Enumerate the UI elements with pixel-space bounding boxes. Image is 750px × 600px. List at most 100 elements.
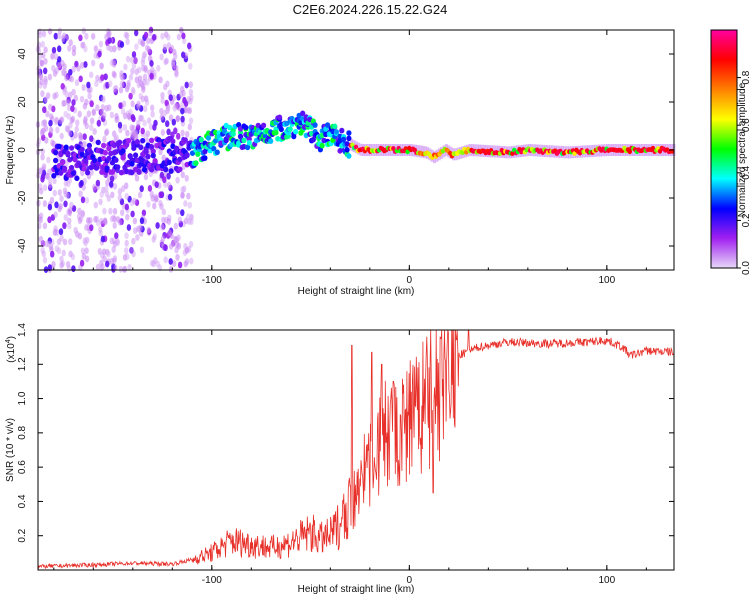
spectrogram-cell <box>140 39 145 46</box>
spectrogram-cell <box>171 260 177 267</box>
spectrogram-cell <box>93 216 98 223</box>
spectrogram-cell <box>175 176 180 184</box>
spectrogram-cell <box>143 105 148 113</box>
spectrogram-cell <box>152 123 157 131</box>
spectrogram-cell <box>175 115 180 122</box>
spectrogram-cell <box>124 192 129 200</box>
spectrogram-cell <box>117 194 123 202</box>
spectrogram-cell <box>84 247 89 255</box>
spectrogram-cell <box>180 129 185 137</box>
spectrogram-cell <box>134 43 139 51</box>
spectrogram-cell <box>175 208 181 215</box>
spectrogram-cell <box>68 250 73 258</box>
spectrogram-cell <box>144 95 149 103</box>
spectrogram-cell <box>104 128 110 136</box>
spectrogram-cell <box>159 107 164 115</box>
spectrogram-cell <box>48 181 53 189</box>
spectrogram-cell <box>114 232 119 240</box>
spectrogram-cell <box>87 92 92 100</box>
spectrogram-cell <box>189 218 194 226</box>
spectrogram-cell <box>177 261 183 269</box>
spectrogram-cell <box>112 183 118 190</box>
spectrogram-cell <box>72 156 78 163</box>
spectrogram-cell <box>161 208 166 216</box>
snr-scale-label: (x104) <box>5 336 17 363</box>
spectrogram-cell <box>139 185 144 193</box>
spectrogram-cell <box>188 81 193 89</box>
spectrogram-cell <box>161 154 166 162</box>
spectrogram-cell <box>109 111 115 119</box>
spectrogram-cell <box>118 169 124 176</box>
spectrogram-cell <box>179 91 184 98</box>
spectrogram-cell <box>50 53 55 60</box>
spectrogram-cell <box>130 114 135 121</box>
spectrogram-cell <box>133 56 138 64</box>
spectrogram-cell <box>82 102 88 110</box>
spectrogram-cell <box>168 168 174 174</box>
spectrogram-cell <box>124 239 129 247</box>
spectrogram-cell <box>168 94 173 101</box>
spectrogram-cell <box>43 46 48 54</box>
spectrogram-cell <box>71 65 76 73</box>
spectrogram-cell <box>75 230 80 238</box>
spectrogram-y-tick-label: -20 <box>17 190 28 205</box>
spectrogram-cell <box>170 59 176 67</box>
spectrogram-cell <box>95 263 101 271</box>
spectrogram-cell <box>60 35 66 43</box>
spectrogram-cell <box>160 97 165 104</box>
spectrogram-cell <box>100 74 105 82</box>
spectrogram-cell <box>119 80 125 88</box>
spectrogram-cell <box>160 223 165 231</box>
spectrogram-cell <box>79 179 84 187</box>
snr-x-tick-label: 100 <box>599 575 616 586</box>
spectrogram-cell <box>158 191 163 199</box>
spectrogram-cell <box>108 80 113 88</box>
spectrogram-cell <box>81 165 87 172</box>
spectrogram-cell <box>160 129 165 136</box>
spectrogram-cell <box>54 245 59 253</box>
spectrogram-cell <box>88 86 93 94</box>
spectrogram-cell <box>68 207 73 214</box>
spectrogram-cell <box>166 172 171 180</box>
spectrogram-cell <box>62 99 67 107</box>
spectrogram-cell <box>79 259 85 267</box>
spectrogram-cell <box>60 83 65 90</box>
spectrogram-cell <box>59 261 64 269</box>
spectrogram-cell <box>142 51 147 58</box>
spectrogram-cell <box>102 255 107 263</box>
spectrogram-cell <box>186 192 191 200</box>
spectrogram-cell <box>189 257 194 265</box>
spectrogram-cell <box>41 163 47 171</box>
spectrogram-cell <box>184 247 190 254</box>
spectrogram-cell <box>241 137 247 144</box>
spectrogram-cell <box>85 169 91 176</box>
spectrogram-cell <box>131 51 137 58</box>
spectrogram-cell <box>75 119 80 127</box>
spectrogram-cell <box>188 88 194 96</box>
spectrogram-cell <box>182 96 187 104</box>
spectrogram-cell <box>130 67 135 75</box>
spectrogram-cell <box>66 265 72 272</box>
spectrogram-cell <box>159 53 164 61</box>
spectrogram-cell <box>59 132 64 140</box>
spectrogram-cell <box>130 210 135 218</box>
spectrogram-cell <box>293 128 299 135</box>
spectrogram-cell <box>107 104 112 112</box>
spectrogram-cell <box>93 45 99 53</box>
spectrogram-cell <box>102 207 107 215</box>
spectrogram-cell <box>319 142 325 149</box>
spectrogram-cell <box>125 55 131 63</box>
spectrogram-cell <box>122 124 128 131</box>
spectrogram-cell <box>132 197 137 205</box>
spectrogram-cell <box>166 104 171 112</box>
spectrogram-cell <box>93 201 99 209</box>
spectrogram-cell <box>74 175 80 182</box>
spectrogram-cell <box>47 27 53 35</box>
spectrogram-cell <box>81 252 87 260</box>
spectrogram-cell <box>67 44 72 52</box>
spectrogram-cell <box>102 217 108 225</box>
spectrogram-cell <box>124 182 129 190</box>
spectrogram-cell <box>62 187 68 195</box>
spectrogram-cell <box>99 62 105 70</box>
spectrogram-cell <box>187 107 193 114</box>
